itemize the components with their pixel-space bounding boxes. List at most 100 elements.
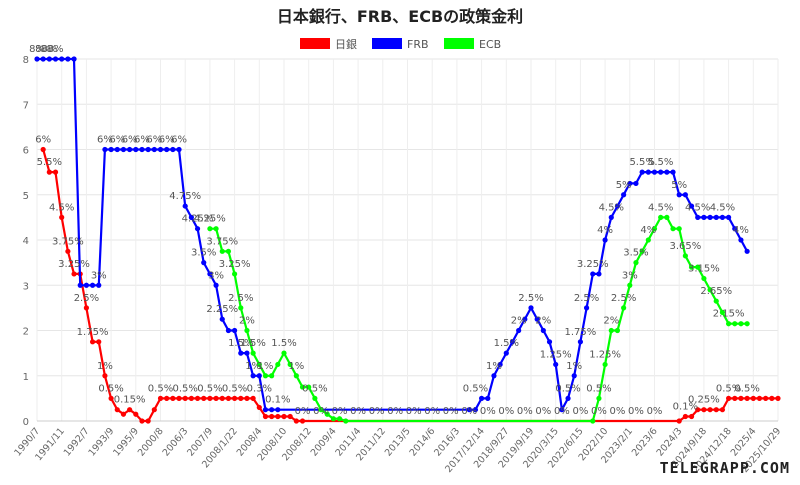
data-point (497, 361, 503, 368)
data-label: 0.5% (222, 383, 247, 394)
data-point (219, 395, 225, 401)
y-tick-label: 4 (23, 236, 29, 247)
data-point (225, 395, 232, 401)
data-point (608, 214, 614, 220)
data-point (577, 339, 584, 345)
data-point (40, 56, 46, 62)
data-point (176, 146, 182, 153)
data-point (145, 418, 151, 424)
data-label: 0% (628, 406, 644, 417)
data-point (540, 327, 546, 334)
legend-swatch-1 (372, 38, 402, 49)
data-label: 4% (597, 225, 613, 236)
data-point (590, 418, 596, 424)
data-label: 2.5% (518, 293, 543, 304)
data-point (188, 395, 194, 401)
data-point (676, 192, 682, 198)
data-label: 2.65% (700, 286, 732, 297)
data-point (491, 373, 497, 379)
data-point (238, 350, 244, 356)
data-point (627, 282, 633, 288)
data-point (293, 418, 299, 424)
data-point (732, 226, 738, 232)
legend-label-1: FRB (407, 38, 429, 51)
data-point (695, 264, 701, 270)
data-label: 0% (498, 406, 514, 417)
data-point (738, 321, 744, 327)
data-point (516, 327, 522, 334)
data-point (639, 248, 645, 254)
data-label: 0% (350, 406, 366, 417)
data-point (602, 361, 608, 368)
data-point (262, 373, 269, 379)
data-label: 1% (486, 361, 502, 372)
data-point (775, 395, 781, 401)
legend-swatch-2 (444, 38, 474, 49)
data-point (676, 226, 682, 232)
data-point (688, 203, 695, 209)
data-label: 8% (29, 44, 45, 55)
data-point (164, 146, 170, 153)
data-point (299, 384, 306, 390)
data-label: 4.25% (182, 214, 214, 225)
data-label: 0.1% (673, 401, 698, 412)
data-point (707, 214, 713, 220)
data-label: 0% (572, 406, 588, 417)
data-point (633, 180, 639, 187)
data-point (299, 418, 306, 424)
data-label: 6% (109, 135, 125, 146)
data-label: 3.75% (52, 236, 84, 247)
x-tick-label: 2009/4 (309, 426, 339, 459)
data-label: 1.5% (271, 338, 296, 349)
data-point (232, 395, 238, 401)
data-point (596, 395, 602, 401)
data-point (565, 395, 571, 401)
data-point (250, 373, 256, 379)
data-label: 0.5% (148, 383, 173, 394)
data-point (682, 192, 688, 198)
data-point (707, 287, 713, 293)
data-label: 6% (97, 135, 113, 146)
x-tick-label: 2000/8 (136, 426, 166, 459)
data-point (763, 395, 769, 401)
data-point (157, 146, 164, 153)
data-point (571, 373, 577, 379)
data-point (89, 282, 96, 288)
data-point (34, 56, 40, 62)
data-point (262, 407, 269, 413)
data-point (621, 192, 627, 198)
data-point (269, 373, 275, 379)
data-point (670, 226, 676, 232)
data-label: 1% (566, 361, 582, 372)
data-label: 0% (535, 406, 551, 417)
data-point (633, 260, 639, 266)
data-label: 0% (332, 406, 348, 417)
data-label: 8% (35, 44, 51, 55)
data-point (713, 407, 719, 413)
data-label: 0.5% (302, 383, 327, 394)
data-point (627, 180, 633, 187)
data-point (127, 407, 133, 413)
data-point (96, 282, 102, 288)
data-point (695, 407, 701, 413)
data-label: 0.5% (734, 383, 759, 394)
data-point (244, 350, 250, 356)
data-point (287, 361, 293, 368)
data-label: 5.5% (629, 157, 654, 168)
data-point (485, 395, 491, 401)
data-point (275, 413, 281, 420)
data-point (738, 237, 744, 243)
data-label: 1.5% (494, 338, 519, 349)
data-label: 1.75% (565, 327, 597, 338)
data-label: 3.5% (191, 248, 216, 259)
data-label: 3.25% (219, 259, 251, 270)
data-label: 0% (517, 406, 533, 417)
data-point (553, 361, 559, 368)
data-point (207, 226, 213, 232)
data-label: 2.15% (713, 309, 745, 320)
data-point (170, 146, 176, 153)
data-point (256, 404, 262, 411)
y-tick-label: 5 (23, 191, 29, 202)
data-point (583, 305, 590, 311)
